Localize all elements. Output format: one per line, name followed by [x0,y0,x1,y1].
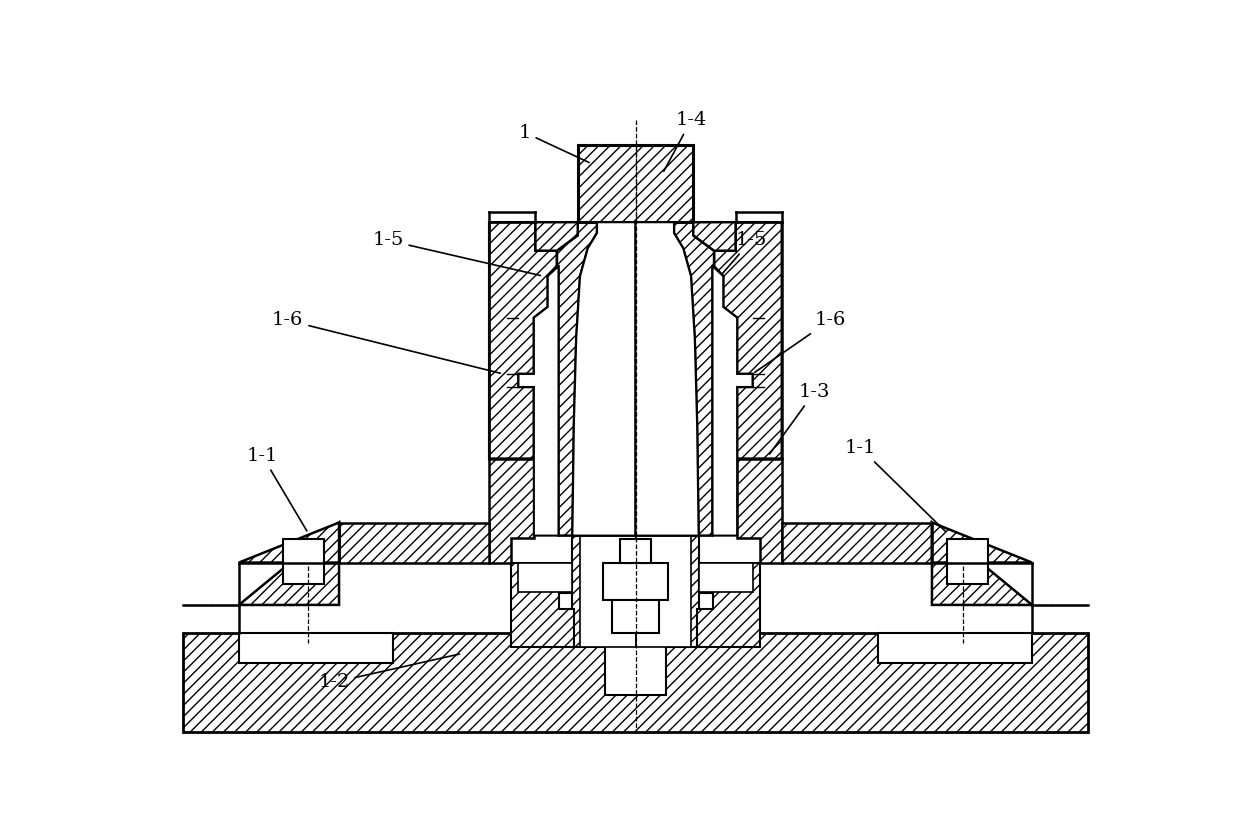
Polygon shape [878,634,1032,663]
Polygon shape [573,222,635,535]
Polygon shape [697,562,760,647]
Polygon shape [239,523,339,562]
Text: 1-1: 1-1 [844,439,945,531]
Polygon shape [781,523,932,562]
Text: 1-3: 1-3 [770,383,831,454]
Polygon shape [603,562,668,599]
Polygon shape [490,458,534,562]
Polygon shape [580,535,635,647]
Polygon shape [698,562,753,592]
Polygon shape [613,599,658,634]
Polygon shape [239,634,393,663]
Text: 1-5: 1-5 [372,231,541,276]
Polygon shape [339,523,490,562]
Polygon shape [737,458,781,562]
Polygon shape [573,535,635,647]
Polygon shape [557,222,596,535]
Polygon shape [518,266,558,535]
Text: 1-6: 1-6 [755,312,846,372]
Polygon shape [693,222,735,251]
Polygon shape [932,523,1032,562]
Polygon shape [536,222,578,251]
Polygon shape [239,523,339,605]
Text: 1-5: 1-5 [722,231,768,274]
Polygon shape [578,145,693,222]
Polygon shape [635,535,698,647]
Polygon shape [932,523,1032,605]
Polygon shape [635,222,698,535]
Polygon shape [511,562,574,647]
Polygon shape [675,222,714,535]
Polygon shape [713,266,753,535]
Polygon shape [283,540,324,584]
Polygon shape [635,535,691,647]
Polygon shape [947,540,988,584]
Polygon shape [605,634,666,695]
Polygon shape [620,540,651,562]
Polygon shape [490,222,557,458]
Polygon shape [714,222,781,458]
Text: 1-4: 1-4 [663,111,707,171]
Polygon shape [518,562,573,592]
Text: 1: 1 [518,123,589,163]
Text: 1-1: 1-1 [247,447,306,531]
Text: 1-2: 1-2 [319,654,460,691]
Text: 1-6: 1-6 [272,312,501,373]
Polygon shape [182,634,1089,732]
